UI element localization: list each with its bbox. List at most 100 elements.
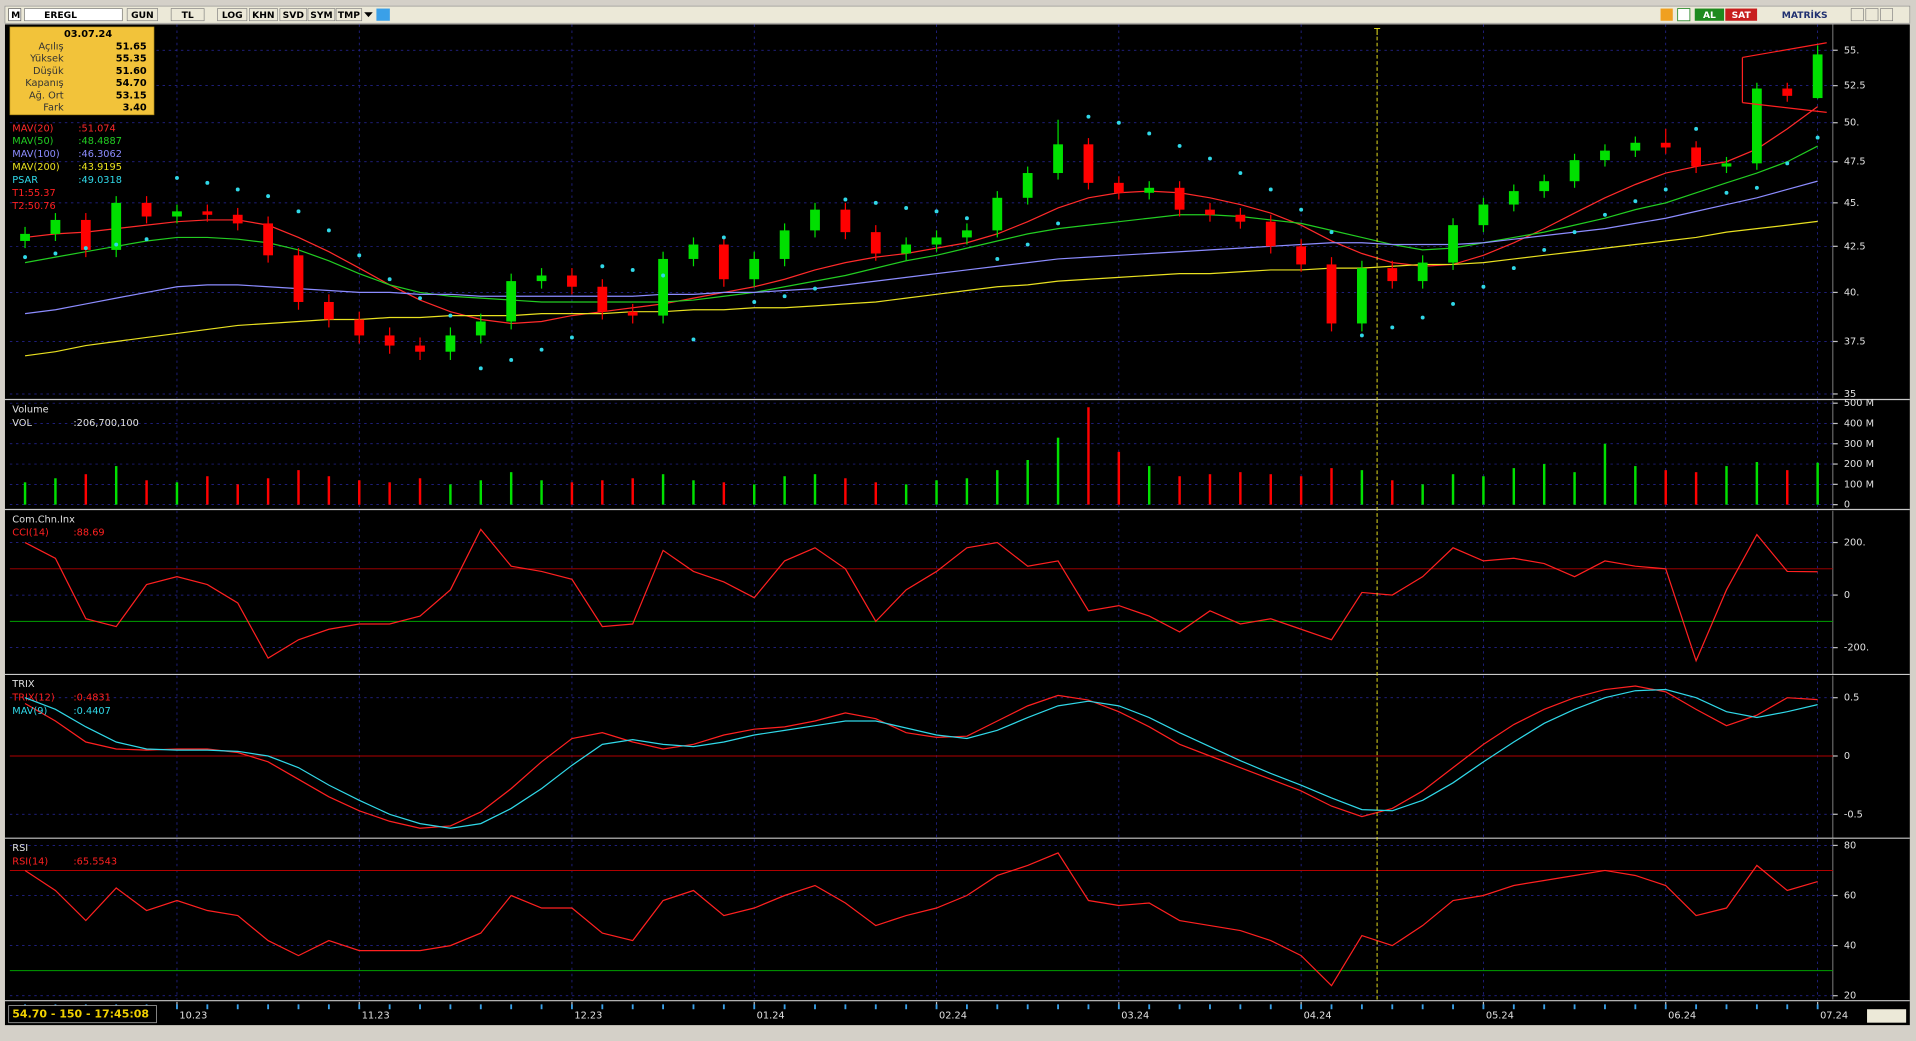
- candle-body: [658, 258, 668, 316]
- candle-body: [931, 237, 942, 245]
- button[interactable]: [335, 8, 363, 22]
- y-tick-label: -0.5: [1844, 809, 1863, 820]
- button[interactable]: [170, 8, 205, 22]
- legend-value: :65.5543: [73, 856, 117, 867]
- icon[interactable]: [1677, 8, 1691, 22]
- y-tick-label: 200.: [1844, 538, 1866, 549]
- volume-bar: [661, 474, 665, 505]
- psar-dot: [904, 205, 909, 210]
- button-label[interactable]: TL: [182, 10, 194, 21]
- psar-dot: [1177, 143, 1182, 148]
- candle-body: [1265, 221, 1276, 247]
- volume-bar: [1512, 468, 1516, 505]
- button[interactable]: [307, 8, 336, 22]
- y-tick-label: 40: [1844, 941, 1856, 952]
- volume-bar: [1208, 474, 1212, 505]
- legend-value: :206,700,100: [73, 418, 138, 429]
- buy-label[interactable]: AL: [1703, 10, 1716, 21]
- close-button[interactable]: [1880, 8, 1894, 22]
- button-label[interactable]: LOG: [222, 10, 243, 21]
- series-line: [24, 106, 1819, 325]
- symbol-field[interactable]: [24, 8, 123, 22]
- x-tick-label: 01.24: [757, 1010, 785, 1021]
- volume-bar: [935, 480, 938, 505]
- y-tick-label: 40.: [1844, 287, 1860, 298]
- candle-body: [1144, 187, 1155, 193]
- info-label: Kapanış: [25, 78, 63, 89]
- psar-dot: [83, 246, 88, 251]
- series-line: [24, 528, 1818, 663]
- sell-label[interactable]: SAT: [1732, 10, 1752, 21]
- dropdown-arrow[interactable]: [364, 12, 373, 18]
- volume-bar: [418, 478, 422, 505]
- candle-body: [1296, 246, 1307, 265]
- volume-bar: [1603, 443, 1607, 505]
- psar-dot: [1633, 199, 1638, 204]
- annotation: T1:55.37: [11, 188, 55, 199]
- candle-body: [536, 275, 547, 282]
- channel-upper: [1742, 42, 1827, 59]
- candle-body: [1357, 268, 1367, 324]
- volume-bar: [601, 480, 604, 505]
- psar-dot: [1025, 242, 1030, 247]
- x-tick-label: 02.24: [939, 1010, 967, 1021]
- volume-bar: [753, 484, 756, 505]
- legend-value: :0.4831: [73, 693, 110, 704]
- legend-name: PSAR: [12, 175, 38, 186]
- x-tick-label: 04.24: [1304, 1010, 1332, 1021]
- volume-bar: [23, 482, 27, 505]
- psar-dot: [1572, 230, 1577, 235]
- sell-button[interactable]: [1725, 8, 1758, 21]
- maximize-button[interactable]: [1865, 8, 1879, 22]
- button[interactable]: [279, 8, 308, 22]
- psar-dot: [1754, 185, 1759, 190]
- candle-body: [810, 209, 820, 231]
- psar-dot: [326, 228, 331, 233]
- panel-title: Volume: [12, 404, 48, 415]
- volume-bar: [1421, 484, 1424, 505]
- button[interactable]: [126, 8, 159, 22]
- legend-name: MAV(100): [12, 149, 59, 160]
- button-label[interactable]: GUN: [131, 10, 154, 21]
- nav-buttons[interactable]: [1867, 1009, 1907, 1023]
- series-line: [24, 852, 1818, 987]
- candle-body: [232, 214, 243, 224]
- y-tick-label: 100 M: [1844, 479, 1874, 490]
- icon[interactable]: [1660, 8, 1673, 21]
- psar-dot: [1815, 135, 1820, 140]
- button-label[interactable]: KHN: [252, 10, 274, 21]
- info-value: 3.40: [123, 103, 147, 114]
- candle-body: [870, 232, 881, 254]
- minimize-button[interactable]: [1850, 8, 1864, 22]
- twitter-icon[interactable]: [376, 8, 390, 21]
- symbol[interactable]: EREGL: [44, 10, 77, 21]
- candle-body: [1782, 88, 1793, 96]
- status-box: [8, 1005, 157, 1024]
- candle-body: [1326, 264, 1337, 324]
- button[interactable]: [217, 8, 248, 22]
- candle-body: [20, 233, 30, 241]
- volume-bar: [874, 482, 877, 505]
- chart-area: [4, 24, 1910, 1026]
- volume-bar: [449, 484, 452, 505]
- psar-dot: [478, 366, 483, 371]
- psar-dot: [1329, 230, 1334, 235]
- psar-dot: [1420, 315, 1425, 320]
- candle-body: [779, 230, 790, 259]
- volume-bar: [692, 480, 695, 505]
- buy-button[interactable]: [1694, 8, 1725, 21]
- button-label[interactable]: TMP: [338, 10, 360, 21]
- candle-body: [1660, 142, 1671, 148]
- button-label[interactable]: SYM: [310, 10, 332, 21]
- status: 54.70 - 150 - 17:45:08: [12, 1008, 149, 1021]
- button[interactable]: [249, 8, 278, 22]
- series-line: [24, 180, 1818, 315]
- volume-bar: [1482, 476, 1485, 505]
- button-label[interactable]: SVD: [283, 10, 305, 21]
- psar-dot: [1451, 301, 1455, 306]
- psar-dot: [630, 267, 635, 272]
- psar-dot: [1056, 221, 1061, 226]
- psar-dot: [964, 216, 969, 221]
- info-value: 54.70: [116, 78, 147, 89]
- candle-body: [1235, 214, 1246, 222]
